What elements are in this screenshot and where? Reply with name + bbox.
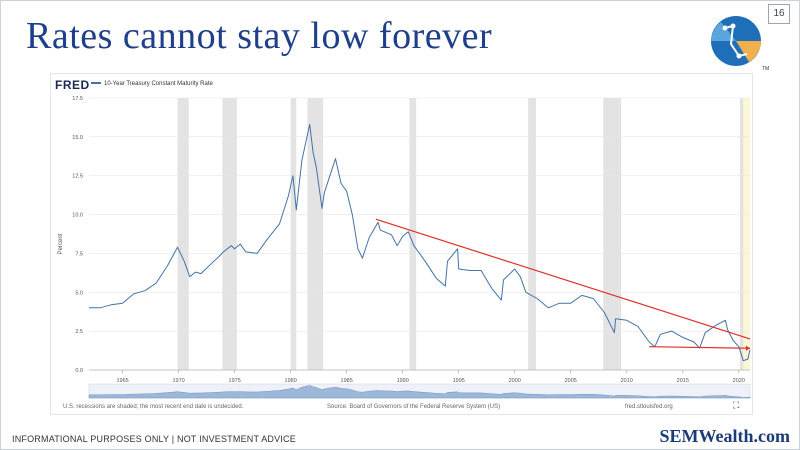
legend-label: 10-Year Treasury Constant Maturity Rate (104, 81, 213, 87)
trendline-arrowhead (746, 345, 750, 351)
logo-node (722, 25, 728, 31)
fred-chart: FRED 10-Year Treasury Constant Maturity … (50, 73, 753, 415)
x-tick-label: 1990 (397, 378, 409, 384)
x-tick-label: 1980 (285, 378, 297, 384)
logo-wedge-light (711, 22, 736, 41)
x-tick-label: 2010 (621, 378, 633, 384)
slide-title: Rates cannot stay low forever (26, 15, 493, 57)
x-tick-label: 1965 (116, 378, 128, 384)
recession-band (222, 98, 237, 370)
recession-note: U.S. recessions are shaded; the most rec… (63, 404, 244, 410)
chart-legend: 10-Year Treasury Constant Maturity Rate (91, 81, 213, 87)
x-tick-label: 1970 (173, 378, 185, 384)
recession-band (307, 98, 324, 370)
x-tick-label: 2000 (509, 378, 521, 384)
y-tick-label: 5.0 (75, 290, 83, 296)
y-tick-label: 15.0 (72, 135, 83, 141)
recent-period-highlight (739, 98, 750, 370)
recession-band (528, 98, 537, 370)
logo-node (736, 53, 742, 59)
x-tick-label: 2015 (677, 378, 689, 384)
trendline (375, 218, 751, 340)
recession-band (177, 98, 189, 370)
x-tick-label: 1975 (229, 378, 241, 384)
trendline (649, 346, 751, 349)
logo-trademark: TM (762, 66, 769, 72)
navigator-area (88, 385, 751, 399)
sem-logo-icon: TM (711, 16, 769, 72)
y-tick-label: 2.5 (75, 329, 83, 335)
recession-band (409, 98, 417, 370)
fullscreen-icon[interactable]: ⛶ (733, 400, 740, 410)
sem-logo: TM (709, 14, 769, 77)
page-number: 16 (768, 4, 790, 24)
y-tick-label: 0.0 (75, 368, 83, 374)
logo-wedge (736, 41, 761, 62)
recession-band (290, 98, 297, 370)
logo-path (724, 24, 748, 58)
y-axis-label: Percent (58, 233, 64, 254)
recession-band (739, 98, 744, 370)
chart-plot: 0.0 2.5 5.0 7.5 10.0 12.5 15.0 17.5 1965 1970 197… (58, 96, 751, 399)
series-line-10y-treasury (89, 123, 751, 362)
x-tick-label: 1985 (341, 378, 353, 384)
fred-logo: FRED (55, 78, 90, 92)
x-tick-label: 1995 (453, 378, 465, 384)
recession-band (603, 98, 622, 370)
brand-url[interactable]: SEMWealth.com (659, 426, 791, 446)
source-note: Source: Board of Governors of the Federa… (327, 404, 501, 410)
y-tick-label: 10.0 (72, 213, 83, 219)
x-tick-label: 2005 (565, 378, 577, 384)
disclaimer: INFORMATIONAL PURPOSES ONLY | NOT INVEST… (12, 434, 296, 444)
x-tick-label: 2020 (733, 378, 745, 384)
legend-swatch (91, 82, 101, 85)
y-tick-label: 7.5 (75, 251, 83, 257)
y-tick-label: 17.5 (72, 96, 83, 102)
logo-node (730, 23, 736, 29)
fred-site-link[interactable]: fred.stlouisfed.org (625, 404, 673, 410)
y-tick-label: 12.5 (72, 174, 83, 180)
